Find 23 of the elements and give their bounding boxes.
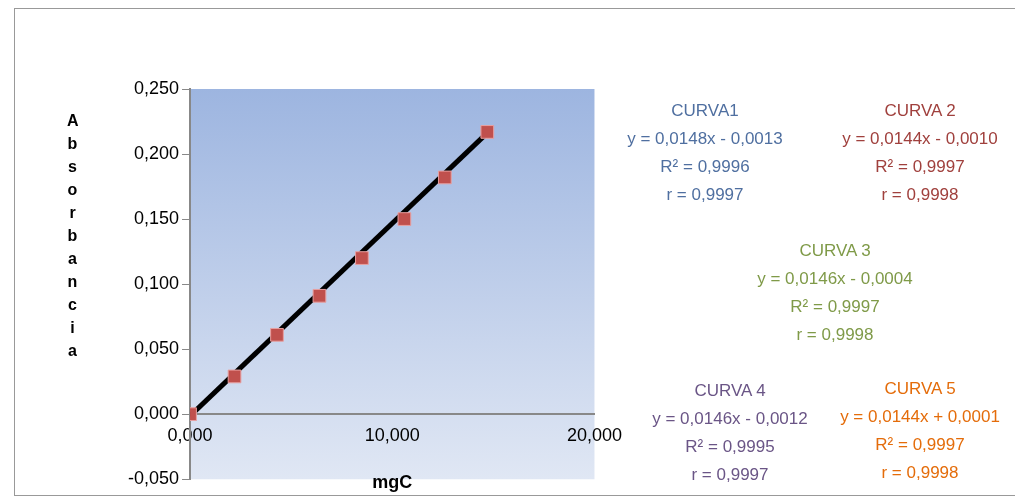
y-tick-label: 0,000 [133, 403, 180, 424]
point [437, 170, 452, 185]
point [397, 212, 412, 226]
text: CURVA1 y = 0,0148x - 0,0013 R² = 0,9996 r = 0,9997 [626, 100, 784, 206]
y-tick-label: 0,100 [133, 273, 180, 294]
y-tick-label: 0,200 [133, 143, 180, 163]
text: Absorbancia [67, 112, 79, 359]
y-tick-label: 0,250 [133, 77, 180, 98]
y-tick-label: -0,050 [127, 468, 180, 489]
point [312, 288, 327, 303]
x-tick-label: 20,000 [566, 424, 622, 445]
text: CURVA 2 y = 0,0144x - 0,0010 R² = 0,9997 r = 0,9998 [841, 100, 999, 206]
text: CURVA 4 y = 0,0146x - 0,0012 R² = 0,9995 r = 0,9997 [652, 381, 808, 484]
point [270, 327, 284, 342]
x-tick-label: 10,000 [364, 424, 420, 445]
text: CURVA 3 y = 0,0146x - 0,0004 R² = 0,9997 r = 0,9998 [756, 240, 914, 346]
y-tick-label: 0,050 [133, 338, 180, 359]
x-axis-title: mgC [372, 471, 413, 492]
point [355, 251, 369, 265]
point [480, 125, 495, 139]
text: CURVA 5 y = 0,0144x + 0,0001 R² = 0,9997 r = 0,9998 [839, 378, 1001, 484]
y-tick-label: 0,150 [133, 208, 180, 229]
point [227, 369, 242, 384]
